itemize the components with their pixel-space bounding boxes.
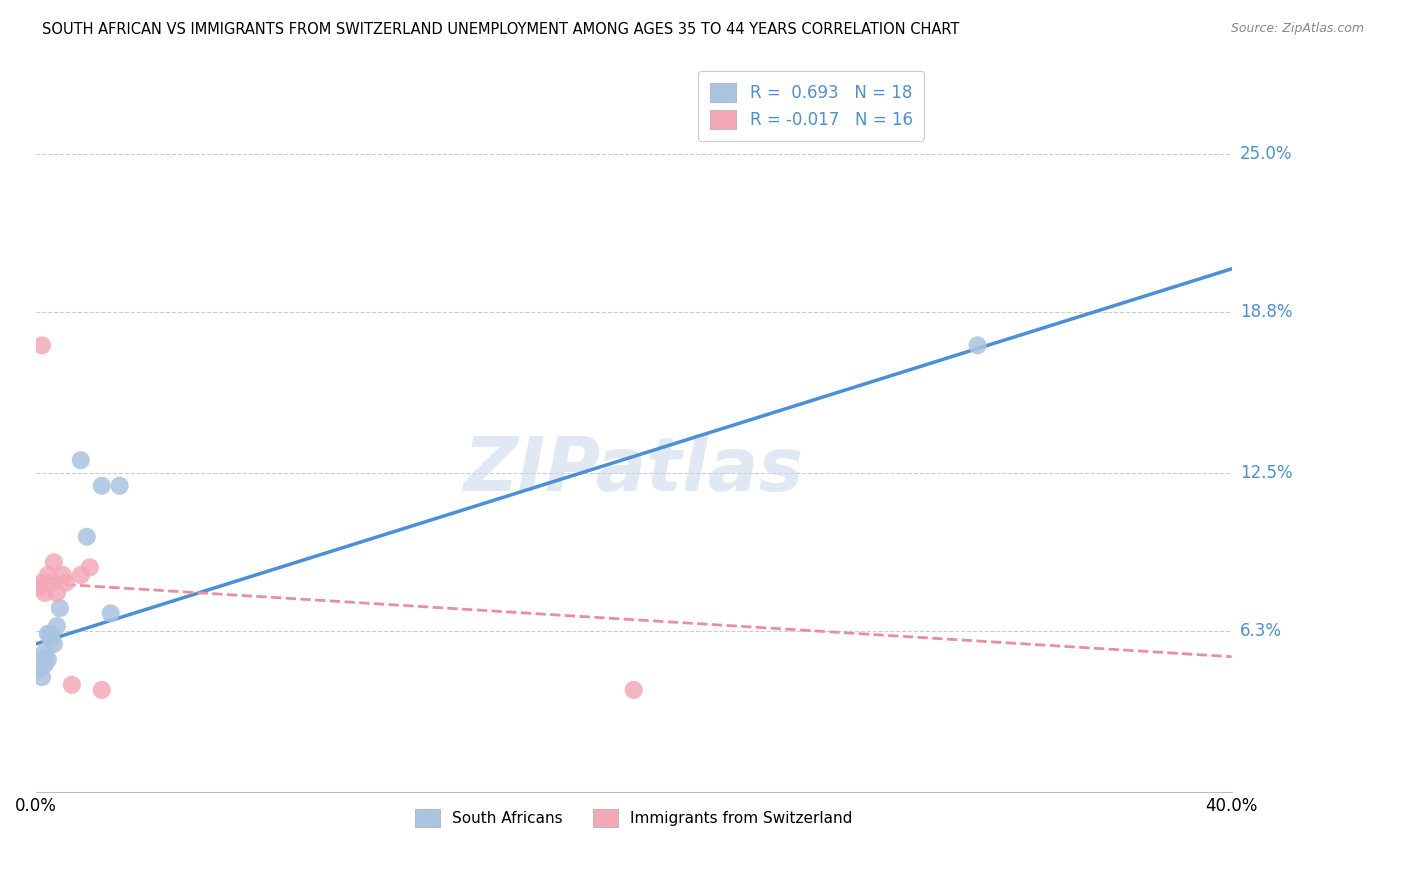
Point [28, 581, 51, 595]
Point [966, 338, 988, 352]
Point [55, 575, 77, 590]
Point [34, 586, 56, 600]
Point [60, 678, 83, 692]
Text: 6.3%: 6.3% [1240, 623, 1282, 640]
Point [52, 568, 75, 582]
Point [28, 663, 51, 677]
Point [31, 338, 53, 352]
Text: ZIPatlas: ZIPatlas [464, 434, 804, 507]
Point [45, 586, 67, 600]
Point [31, 575, 53, 590]
Point [31, 670, 53, 684]
Point [37, 652, 59, 666]
Text: Source: ZipAtlas.com: Source: ZipAtlas.com [1230, 22, 1364, 36]
Point [623, 682, 645, 697]
Point [69, 568, 91, 582]
Text: SOUTH AFRICAN VS IMMIGRANTS FROM SWITZERLAND UNEMPLOYMENT AMONG AGES 35 TO 44 YE: SOUTH AFRICAN VS IMMIGRANTS FROM SWITZER… [42, 22, 959, 37]
Text: 18.8%: 18.8% [1240, 303, 1292, 321]
Point [34, 657, 56, 672]
Point [37, 626, 59, 640]
Text: 12.5%: 12.5% [1240, 464, 1292, 482]
Point [37, 568, 59, 582]
Point [39, 626, 62, 640]
Point [42, 637, 65, 651]
Point [31, 652, 53, 666]
Point [108, 479, 131, 493]
Point [42, 555, 65, 569]
Point [39, 575, 62, 590]
Point [45, 619, 67, 633]
Point [90, 682, 112, 697]
Point [76, 530, 98, 544]
Point [69, 453, 91, 467]
Point [79, 560, 101, 574]
Point [34, 645, 56, 659]
Point [100, 607, 122, 621]
Text: 25.0%: 25.0% [1240, 145, 1292, 163]
Point [49, 601, 72, 615]
Point [39, 632, 62, 646]
Legend: South Africans, Immigrants from Switzerland: South Africans, Immigrants from Switzerl… [408, 801, 860, 834]
Point [90, 479, 112, 493]
